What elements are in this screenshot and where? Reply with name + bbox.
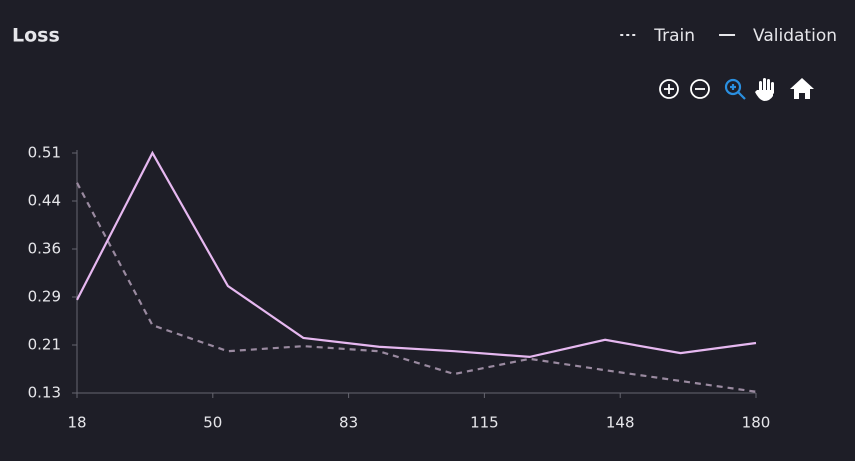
- y-tick-label: 0.51: [28, 144, 61, 162]
- toolbar: [659, 78, 814, 101]
- series-line: [76, 150, 757, 359]
- chart-title: Loss: [12, 25, 60, 47]
- y-tick-label: 0.21: [28, 336, 61, 354]
- y-tick-label: 0.13: [28, 384, 61, 402]
- series-line: [76, 182, 757, 393]
- x-tick-label: 18: [67, 414, 86, 432]
- x-tick-label: 50: [203, 414, 222, 432]
- y-tick-label: 0.36: [28, 240, 61, 258]
- home-button[interactable]: [790, 78, 814, 99]
- pan-button[interactable]: [755, 78, 774, 101]
- legend-label: Validation: [753, 26, 837, 46]
- y-tick-label: 0.29: [28, 288, 61, 306]
- x-tick-label: 148: [606, 414, 635, 432]
- zoom-in-button[interactable]: [659, 79, 679, 99]
- zoom-select-button[interactable]: [724, 78, 746, 100]
- x-tick-label: 83: [339, 414, 358, 432]
- x-tick-label: 115: [470, 414, 499, 432]
- zoom-out-button[interactable]: [690, 79, 710, 99]
- x-tick-label: 180: [742, 414, 771, 432]
- y-tick-label: 0.44: [28, 192, 61, 210]
- legend-label: Train: [653, 26, 695, 46]
